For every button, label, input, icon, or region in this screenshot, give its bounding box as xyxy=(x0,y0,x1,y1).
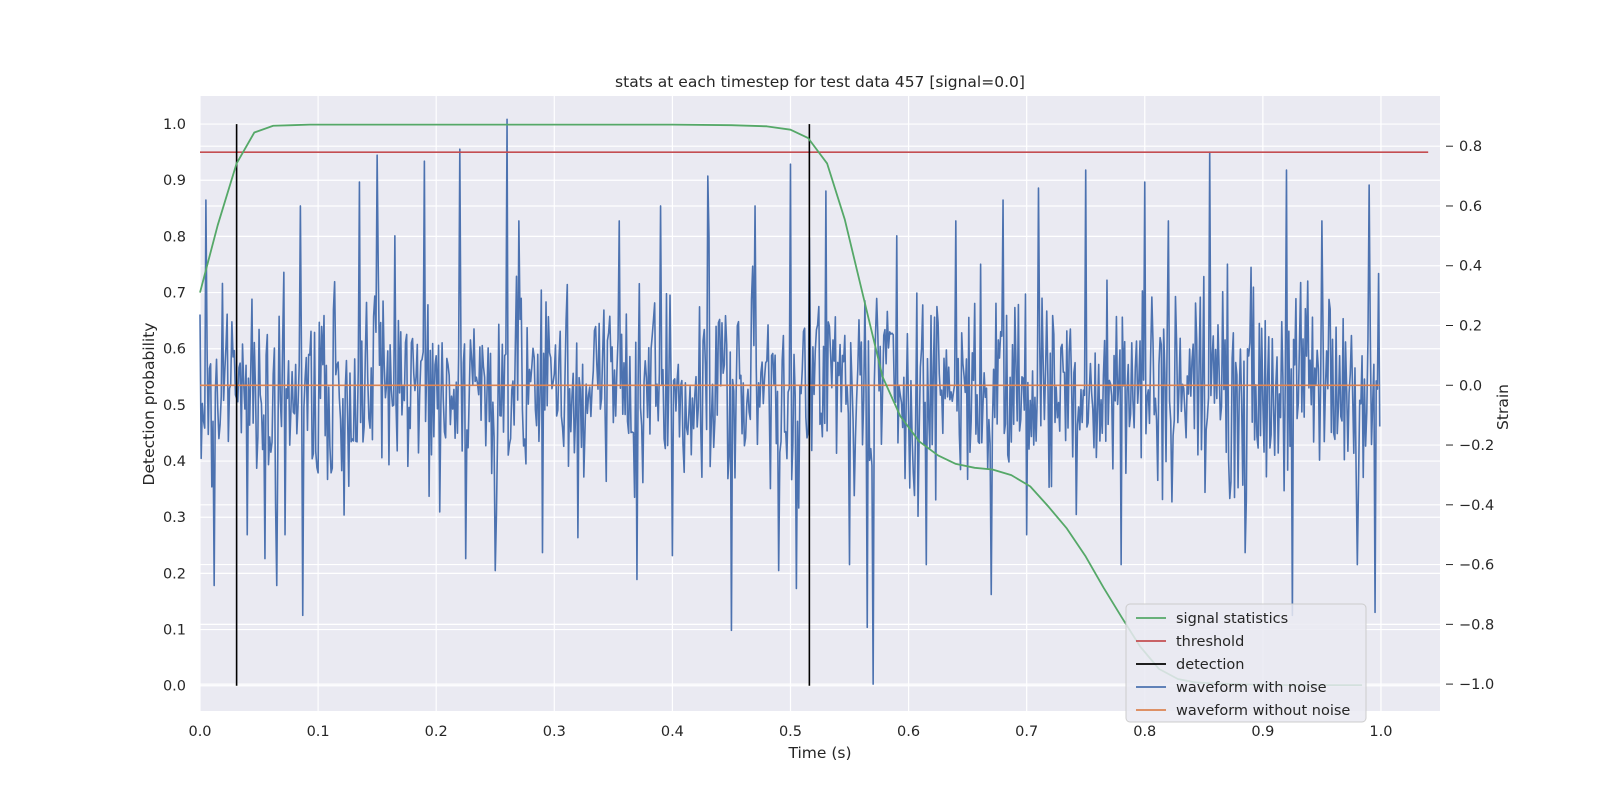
y-axis-right: −1.0 −0.8 −0.6 −0.4 −0.2 0.0 0.2 0.4 0.6 0.8 xyxy=(1446,139,1494,693)
x-axis-label: Time (s) xyxy=(787,744,851,762)
x-axis: 0.0 0.1 0.2 0.3 0.4 0.5 0.6 0.7 0.8 0.9 1.0 xyxy=(188,724,1392,740)
y-right-tick-label-4: −0.2 xyxy=(1459,438,1494,454)
y-right-tick-label-7: 0.4 xyxy=(1459,259,1482,275)
y-right-tick-label-0: −1.0 xyxy=(1459,677,1494,693)
series-waveform-with-noise xyxy=(199,118,1381,685)
x-tick-label-4: 0.4 xyxy=(661,724,684,740)
y-left-tick-label-0: 0.0 xyxy=(163,679,186,695)
y-right-tick-label-8: 0.6 xyxy=(1459,199,1482,215)
legend: signal statistics threshold detection wavef… xyxy=(1125,603,1367,723)
x-tick-label-7: 0.7 xyxy=(1015,724,1038,740)
y-axis-right-label: Strain xyxy=(1494,384,1512,430)
legend-entry-0: signal statistics xyxy=(1176,611,1288,627)
x-tick-label-1: 0.1 xyxy=(307,724,330,740)
y-left-tick-label-10: 1.0 xyxy=(163,117,186,133)
x-tick-label-9: 0.9 xyxy=(1251,724,1274,740)
y-left-tick-label-7: 0.7 xyxy=(163,286,186,302)
y-left-tick-label-4: 0.4 xyxy=(163,454,186,470)
y-right-tick-label-5: 0.0 xyxy=(1459,378,1482,394)
legend-entry-2: detection xyxy=(1176,657,1244,673)
legend-entry-4: waveform without noise xyxy=(1176,703,1350,719)
y-left-tick-label-9: 0.9 xyxy=(163,173,186,189)
y-left-tick-label-1: 0.1 xyxy=(163,623,186,639)
x-tick-label-0: 0.0 xyxy=(188,724,211,740)
y-right-tick-label-1: −0.8 xyxy=(1459,617,1494,633)
chart-title: stats at each timestep for test data 457… xyxy=(615,73,1025,91)
legend-box xyxy=(1125,603,1367,723)
x-tick-label-2: 0.2 xyxy=(425,724,448,740)
y-right-tick-label-3: −0.4 xyxy=(1459,498,1494,514)
x-tick-label-8: 0.8 xyxy=(1133,724,1156,740)
y-left-tick-label-8: 0.8 xyxy=(163,229,186,245)
y-left-tick-label-2: 0.2 xyxy=(163,566,186,582)
y-left-tick-label-3: 0.3 xyxy=(163,510,186,526)
y-right-tick-label-6: 0.2 xyxy=(1459,319,1482,335)
y-axis-left-label: Detection probability xyxy=(140,323,158,486)
y-left-tick-label-5: 0.5 xyxy=(163,398,186,414)
x-tick-label-5: 0.5 xyxy=(779,724,802,740)
y-right-tick-label-2: −0.6 xyxy=(1459,558,1494,574)
x-tick-label-10: 1.0 xyxy=(1369,724,1392,740)
legend-entry-3: waveform with noise xyxy=(1176,680,1327,696)
y-axis-left: 0.0 0.1 0.2 0.3 0.4 0.5 0.6 0.7 0.8 0.9 1.0 xyxy=(163,117,186,695)
x-tick-label-6: 0.6 xyxy=(897,724,920,740)
legend-entry-1: threshold xyxy=(1176,634,1244,650)
y-left-tick-label-6: 0.6 xyxy=(163,342,186,358)
y-right-tick-label-9: 0.8 xyxy=(1459,139,1482,155)
x-tick-label-3: 0.3 xyxy=(543,724,566,740)
